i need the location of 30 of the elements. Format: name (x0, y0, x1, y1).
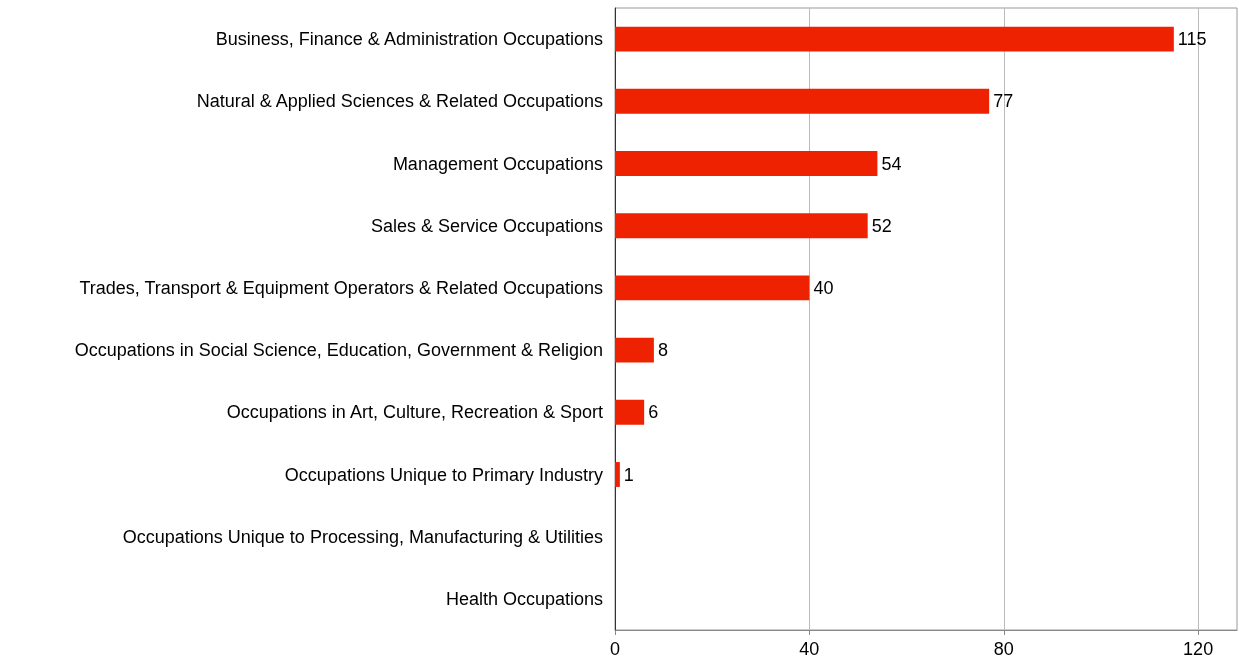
bar (615, 337, 654, 363)
bar (615, 213, 868, 239)
bar (615, 462, 620, 487)
y-tick-label: Trades, Transport & Equipment Operators & Related Occupations (79, 277, 603, 298)
y-tick-label: Management Occupations (392, 153, 603, 174)
bar (615, 151, 878, 176)
y-tick-label: Occupations in Art, Culture, Recreation & Sport (226, 402, 603, 423)
bar (615, 275, 810, 301)
data-label: 115 (1177, 29, 1207, 50)
data-label: 77 (993, 91, 1014, 112)
data-label: 52 (871, 215, 892, 236)
y-tick-label: Sales & Service Occupations (370, 215, 603, 236)
bar (615, 399, 645, 425)
y-tick-label: Natural & Applied Sciences & Related Occupations (196, 91, 603, 112)
x-tick-label: 40 (799, 639, 820, 659)
y-tick-label: Health Occupations (445, 588, 603, 609)
x-tick-label: 80 (993, 639, 1014, 659)
data-label: 54 (881, 153, 902, 174)
y-tick-label: Occupations Unique to Processing, Manufacturing & Utilities (122, 526, 603, 547)
y-tick-label: Business, Finance & Administration Occupations (215, 29, 603, 50)
data-label: 40 (813, 277, 834, 298)
y-tick-label: Occupations in Social Science, Education, Government & Religion (74, 340, 603, 361)
data-label: 6 (648, 402, 659, 423)
data-label: 1 (623, 464, 634, 485)
data-label: 8 (657, 340, 668, 361)
y-tick-label: Occupations Unique to Primary Industry (284, 464, 603, 485)
bar (615, 26, 1174, 52)
x-tick-label: 0 (609, 639, 621, 659)
x-tick-label: 120 (1183, 639, 1214, 659)
bar (615, 88, 990, 114)
